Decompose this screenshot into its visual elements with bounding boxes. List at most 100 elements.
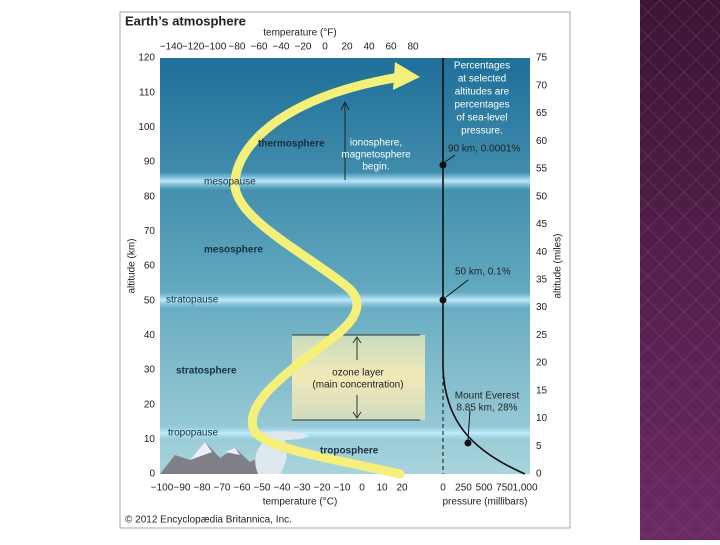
top-tick: −60 [251, 42, 268, 53]
pressure-tick: 1,000 [512, 483, 537, 494]
bottom-tick: 20 [396, 483, 408, 494]
top-tick: 80 [407, 42, 419, 53]
right-tick: 65 [536, 108, 548, 119]
left-axis-label: altitude (km) [127, 238, 138, 293]
dot-90 [439, 161, 447, 169]
bottom-tick: −30 [294, 483, 311, 494]
ionosphere-note: begin. [362, 162, 389, 173]
dot-everest [464, 439, 472, 447]
pressure-curve [442, 367, 526, 475]
left-tick: 70 [144, 226, 156, 237]
mesopause: mesopause [204, 177, 256, 188]
top-axis-label: temperature (°F) [263, 28, 336, 39]
right-tick: 5 [536, 441, 542, 452]
right-tick: 0 [536, 469, 542, 480]
side-pattern [640, 0, 720, 540]
copyright: © 2012 Encyclopædia Britannica, Inc. [125, 515, 292, 526]
top-tick: −20 [295, 42, 312, 53]
thermosphere: thermosphere [258, 139, 325, 150]
top-tick: 20 [341, 42, 353, 53]
left-tick: 0 [149, 469, 155, 480]
ionosphere-note: ionosphere, [350, 138, 402, 149]
left-tick: 60 [144, 261, 156, 272]
leaders [444, 154, 471, 441]
right-tick: 30 [536, 302, 548, 313]
bottom-tick: −80 [194, 483, 211, 494]
pressure-tick: 750 [496, 483, 513, 494]
pressure-note: percentages [454, 100, 509, 111]
left-tick: 90 [144, 157, 156, 168]
pressure-note: pressure. [461, 126, 503, 137]
top-tick: −80 [229, 42, 246, 53]
right-tick: 45 [536, 219, 548, 230]
right-tick: 70 [536, 80, 548, 91]
title: Earth’s atmosphere [125, 13, 246, 28]
right-tick: 55 [536, 164, 548, 175]
ozone-arrows [352, 336, 362, 419]
pressure-note: Percentages [454, 61, 510, 72]
point-90: 90 km, 0.0001% [448, 144, 520, 155]
stratopause-band [160, 292, 530, 308]
left-tick: 30 [144, 365, 156, 376]
left-tick: 20 [144, 399, 156, 410]
pressure-note: altitudes are [455, 87, 510, 98]
pressure-tick: 0 [440, 483, 446, 494]
right-tick: 25 [536, 330, 548, 341]
bottom-tick: −100 [151, 483, 174, 494]
mountains [160, 442, 270, 474]
left-tick: 100 [138, 122, 155, 133]
pressure-note: of sea-level [456, 113, 507, 124]
right-tick: 75 [536, 53, 548, 64]
ozone-note: (main concentration) [312, 380, 403, 391]
left-tick: 50 [144, 295, 156, 306]
left-tick: 110 [139, 87, 155, 98]
right-tick: 35 [536, 275, 548, 286]
left-tick: 40 [144, 330, 156, 341]
ozone-note: ozone layer [332, 368, 384, 379]
top-tick: −140 [160, 42, 183, 53]
stratosphere: stratosphere [176, 366, 237, 377]
top-tick: 40 [363, 42, 375, 53]
snow [190, 442, 240, 460]
ionosphere-note: magnetosphere [341, 150, 411, 161]
left-tick: 80 [144, 191, 156, 202]
curve-arrow [393, 62, 420, 90]
temperature-curve [230, 72, 405, 479]
right-axis-label: altitude (miles) [553, 233, 564, 298]
right-tick: 50 [536, 191, 548, 202]
mesopause-band [160, 172, 530, 190]
everest-note: 8.85 km, 28% [456, 403, 517, 414]
stratopause: stratopause [166, 295, 219, 306]
top-tick: −100 [204, 42, 227, 53]
right-tick: 40 [536, 247, 548, 258]
bottom-tick: 0 [359, 483, 365, 494]
bottom-tick: −50 [254, 483, 271, 494]
troposphere: troposphere [320, 446, 379, 457]
bottom-tick: 10 [376, 483, 388, 494]
bottom-axis-label: temperature (°C) [263, 497, 338, 508]
tropopause: tropopause [168, 428, 218, 439]
left-tick: 10 [144, 434, 156, 445]
point-50: 50 km, 0.1% [455, 267, 511, 278]
pressure-note: at selected [458, 74, 506, 85]
right-tick: 60 [536, 136, 548, 147]
everest-note: Mount Everest [455, 391, 520, 402]
right-tick: 10 [536, 413, 548, 424]
bottom-tick: −40 [274, 483, 291, 494]
mesosphere: mesosphere [204, 245, 263, 256]
top-tick: −120 [182, 42, 205, 53]
pressure-axis-label: pressure (millibars) [442, 497, 527, 508]
bottom-tick: −60 [234, 483, 251, 494]
dot-50 [439, 296, 447, 304]
top-tick: 0 [322, 42, 328, 53]
pressure-tick: 250 [455, 483, 472, 494]
right-tick: 15 [536, 385, 548, 396]
ionosphere-arrow [340, 100, 350, 180]
bottom-tick: −70 [214, 483, 231, 494]
right-tick: 20 [536, 358, 548, 369]
pressure-tick: 500 [476, 483, 493, 494]
bottom-tick: −20 [314, 483, 331, 494]
bottom-tick: −10 [334, 483, 351, 494]
left-tick: 120 [138, 53, 155, 64]
